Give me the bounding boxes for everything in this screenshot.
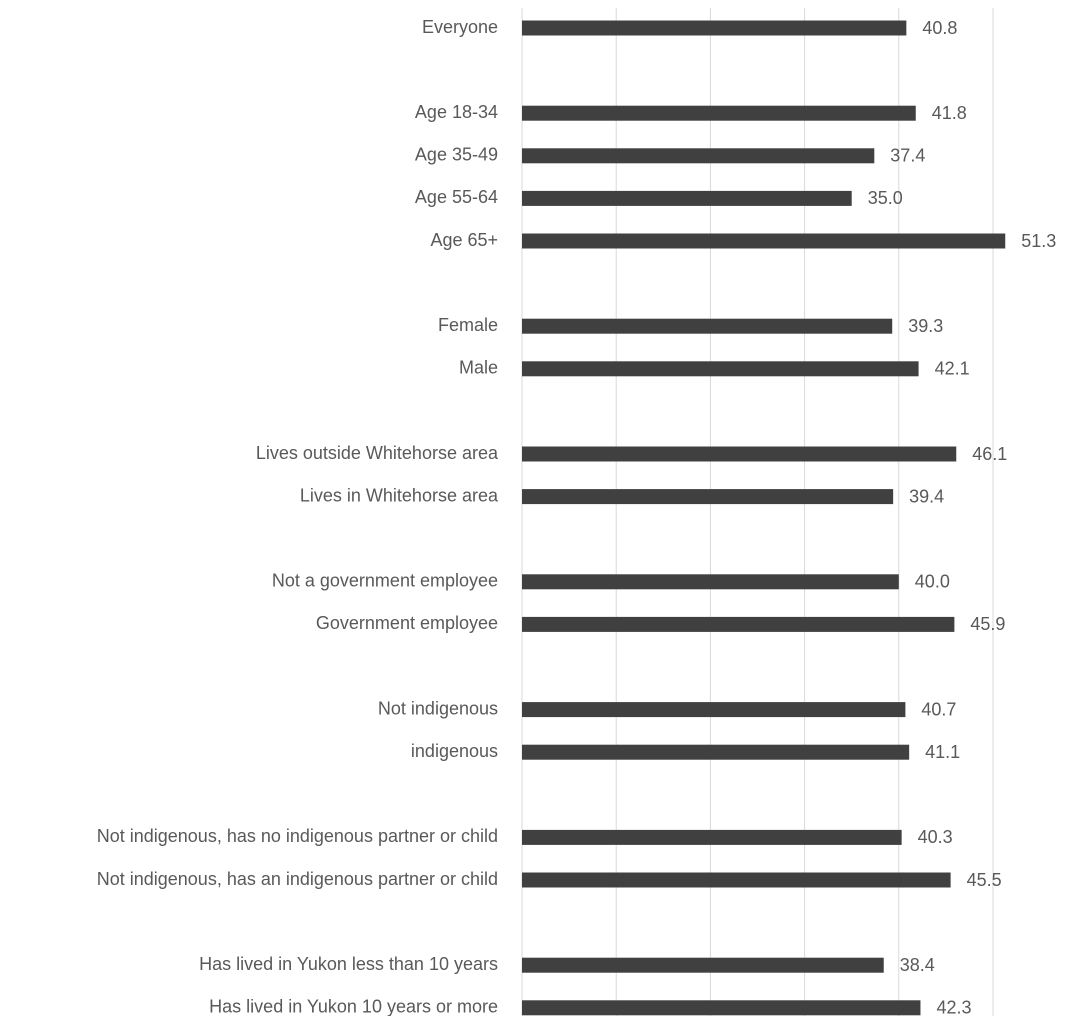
category-label: Lives outside Whitehorse area — [256, 443, 499, 463]
category-label: Age 35-49 — [415, 145, 498, 165]
bars — [522, 20, 1006, 1016]
value-labels: 40.8 41.8 37.4 35.0 51.3 39.3 42.1 46.1 39.4 40.0… — [868, 18, 1057, 1016]
value-label: 41.1 — [925, 742, 960, 762]
category-label: Has lived in Yukon 10 years or more — [209, 997, 498, 1016]
category-label: Not a government employee — [272, 571, 498, 591]
bar — [522, 872, 951, 888]
bar — [522, 446, 957, 462]
value-label: 40.7 — [921, 699, 956, 719]
category-label: Age 18-34 — [415, 102, 498, 122]
value-label: 35.0 — [868, 188, 903, 208]
value-label: 42.3 — [936, 998, 971, 1016]
value-label: 39.3 — [908, 316, 943, 336]
bar — [522, 233, 1006, 249]
bar — [522, 105, 916, 121]
value-label: 40.3 — [918, 827, 953, 847]
bar — [522, 574, 899, 590]
category-label: Has lived in Yukon less than 10 years — [199, 954, 498, 974]
value-label: 39.4 — [909, 486, 944, 506]
bar — [522, 20, 907, 36]
category-label: Male — [459, 358, 498, 378]
bar — [522, 190, 852, 206]
bar — [522, 616, 955, 632]
value-label: 42.1 — [935, 359, 970, 379]
category-label: Everyone — [422, 17, 498, 37]
bar — [522, 957, 884, 973]
value-label: 40.8 — [922, 18, 957, 38]
value-label: 41.8 — [932, 103, 967, 123]
value-label: 38.4 — [900, 955, 935, 975]
value-label: 51.3 — [1021, 231, 1056, 251]
bar — [522, 1000, 921, 1016]
category-label: indigenous — [411, 741, 498, 761]
bar — [522, 361, 919, 377]
bar — [522, 318, 893, 334]
value-label: 45.5 — [967, 870, 1002, 890]
bar — [522, 744, 910, 760]
category-label: Not indigenous, has an indigenous partne… — [97, 869, 498, 889]
category-label: Age 65+ — [430, 230, 498, 250]
bar — [522, 489, 894, 505]
value-label: 46.1 — [972, 444, 1007, 464]
category-label: Lives in Whitehorse area — [300, 485, 499, 505]
bar — [522, 702, 906, 718]
bar — [522, 829, 902, 845]
category-labels: Everyone Age 18-34 Age 35-49 Age 55-64 Age 6… — [97, 17, 499, 1016]
category-label: Age 55-64 — [415, 187, 498, 207]
value-label: 40.0 — [915, 572, 950, 592]
value-label: 37.4 — [890, 146, 925, 166]
category-label: Female — [438, 315, 498, 335]
value-label: 45.9 — [970, 614, 1005, 634]
category-label: Government employee — [316, 613, 498, 633]
bar — [522, 148, 875, 164]
category-label: Not indigenous, has no indigenous partne… — [97, 826, 498, 846]
category-label: Not indigenous — [378, 698, 498, 718]
gridlines — [521, 8, 994, 1016]
